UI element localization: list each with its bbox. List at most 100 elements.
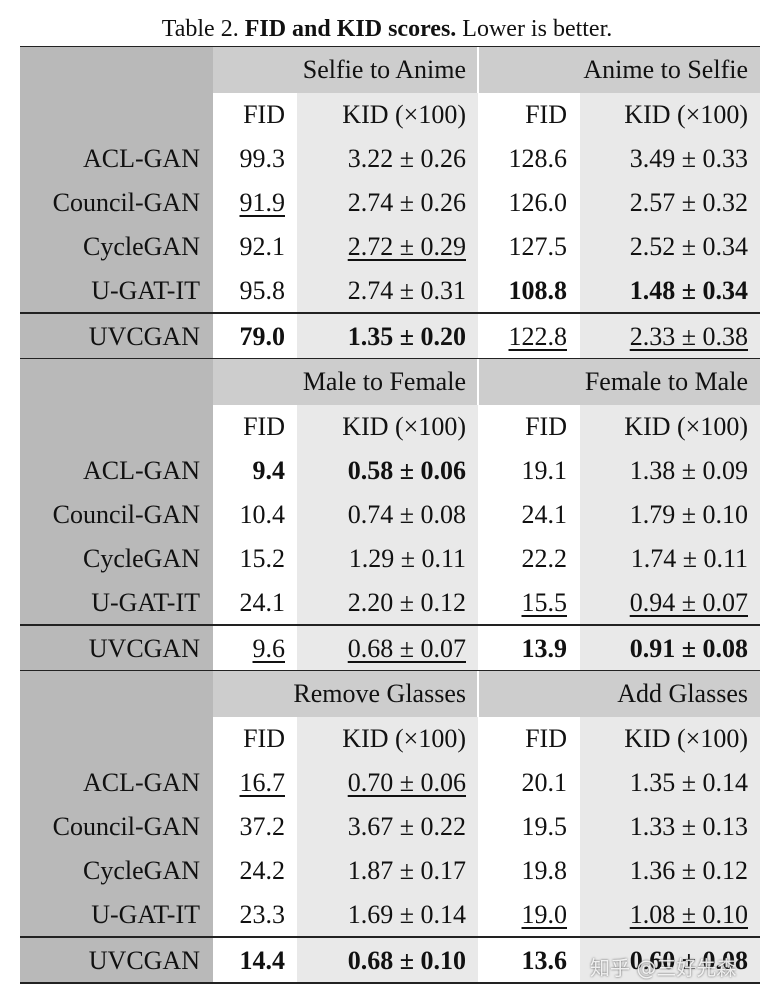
cell: 1.79 ± 0.10 — [629, 500, 748, 529]
column-bg — [297, 717, 478, 983]
cell: 24.1 — [521, 500, 568, 529]
method-name: UVCGAN — [88, 946, 200, 975]
column-bg — [580, 93, 760, 359]
cell: 19.8 — [521, 856, 568, 885]
task-header: Anime to Selfie — [583, 55, 748, 84]
cell: 99.3 — [239, 144, 286, 173]
method-name: UVCGAN — [88, 634, 200, 663]
column-bg — [478, 405, 580, 671]
cell: 0.68 ± 0.10 — [347, 946, 466, 975]
section-bottom-rule — [20, 982, 760, 984]
cell: 122.8 — [508, 322, 568, 351]
task-header: Selfie to Anime — [302, 55, 466, 84]
cell: 13.6 — [521, 946, 568, 975]
cell: 1.87 ± 0.17 — [347, 856, 466, 885]
method-name: U-GAT-IT — [91, 900, 200, 929]
section-rule — [20, 312, 760, 314]
column-bg — [213, 405, 297, 671]
cell: 3.67 ± 0.22 — [347, 812, 466, 841]
cell: 19.1 — [521, 456, 568, 485]
caption-note: Lower is better. — [462, 16, 613, 42]
column-divider — [477, 47, 479, 93]
method-column — [20, 359, 213, 671]
column-bg — [213, 93, 297, 359]
column-header: FID — [243, 724, 285, 753]
cell: 2.57 ± 0.32 — [629, 188, 748, 217]
cell: 128.6 — [508, 144, 568, 173]
column-header: KID (×100) — [624, 412, 748, 441]
method-name: ACL-GAN — [83, 768, 200, 797]
column-bg — [297, 405, 478, 671]
cell: 2.52 ± 0.34 — [629, 232, 748, 261]
column-header: KID (×100) — [342, 724, 466, 753]
task-header-bg — [213, 671, 760, 717]
cell: 19.0 — [521, 900, 568, 929]
caption-label: Table 2. — [161, 16, 239, 42]
cell: 9.4 — [252, 456, 286, 485]
section-rule — [20, 624, 760, 626]
cell: 22.2 — [521, 544, 568, 573]
method-column — [20, 671, 213, 983]
cell: 24.2 — [239, 856, 286, 885]
method-name: U-GAT-IT — [91, 588, 200, 617]
column-bg — [580, 405, 760, 671]
cell: 126.0 — [508, 188, 568, 217]
cell: 95.8 — [239, 276, 286, 305]
column-header: FID — [525, 724, 567, 753]
cell: 127.5 — [508, 232, 568, 261]
method-name: Council-GAN — [52, 188, 200, 217]
watermark: 知乎 @三好先森 — [590, 956, 737, 980]
column-header: FID — [243, 100, 285, 129]
column-header: KID (×100) — [342, 412, 466, 441]
method-name: Council-GAN — [52, 812, 200, 841]
cell: 79.0 — [239, 322, 286, 351]
column-header: KID (×100) — [624, 100, 748, 129]
cell: 2.33 ± 0.38 — [629, 322, 748, 351]
cell: 1.48 ± 0.34 — [629, 276, 748, 305]
column-header: FID — [525, 100, 567, 129]
cell: 23.3 — [239, 900, 286, 929]
method-column — [20, 47, 213, 359]
method-name: U-GAT-IT — [91, 276, 200, 305]
cell: 19.5 — [521, 812, 568, 841]
section-bottom-rule — [20, 358, 760, 360]
cell: 3.49 ± 0.33 — [629, 144, 748, 173]
task-header-bg — [213, 359, 760, 405]
method-name: ACL-GAN — [83, 456, 200, 485]
cell: 0.60 ± 0.08 — [629, 946, 748, 975]
section-bottom-rule — [20, 670, 760, 672]
method-name: Council-GAN — [52, 500, 200, 529]
cell: 14.4 — [239, 946, 286, 975]
column-bg — [478, 93, 580, 359]
method-name: UVCGAN — [88, 322, 200, 351]
cell: 91.9 — [239, 188, 286, 217]
task-header: Add Glasses — [617, 679, 748, 708]
cell: 108.8 — [508, 276, 568, 305]
cell: 92.1 — [239, 232, 286, 261]
caption: Table 2. FID and KID scores. Lower is be… — [0, 16, 774, 43]
cell: 3.22 ± 0.26 — [347, 144, 466, 173]
cell: 1.33 ± 0.13 — [629, 812, 748, 841]
cell: 1.36 ± 0.12 — [629, 856, 748, 885]
task-header: Remove Glasses — [293, 679, 466, 708]
task-header: Male to Female — [302, 367, 466, 396]
cell: 0.68 ± 0.07 — [347, 634, 466, 663]
cell: 1.38 ± 0.09 — [629, 456, 748, 485]
cell: 13.9 — [521, 634, 568, 663]
column-header: FID — [243, 412, 285, 441]
cell: 1.69 ± 0.14 — [347, 900, 466, 929]
cell: 1.74 ± 0.11 — [630, 544, 748, 573]
method-name: CycleGAN — [83, 232, 200, 261]
cell: 0.70 ± 0.06 — [347, 768, 466, 797]
cell: 15.2 — [239, 544, 286, 573]
cell: 1.35 ± 0.20 — [347, 322, 466, 351]
column-header: KID (×100) — [624, 724, 748, 753]
method-name: ACL-GAN — [83, 144, 200, 173]
cell: 1.08 ± 0.10 — [629, 900, 748, 929]
section-rule — [20, 936, 760, 938]
caption-title: FID and KID scores. — [244, 16, 457, 42]
column-header: KID (×100) — [342, 100, 466, 129]
cell: 2.74 ± 0.26 — [347, 188, 466, 217]
cell: 0.74 ± 0.08 — [347, 500, 466, 529]
